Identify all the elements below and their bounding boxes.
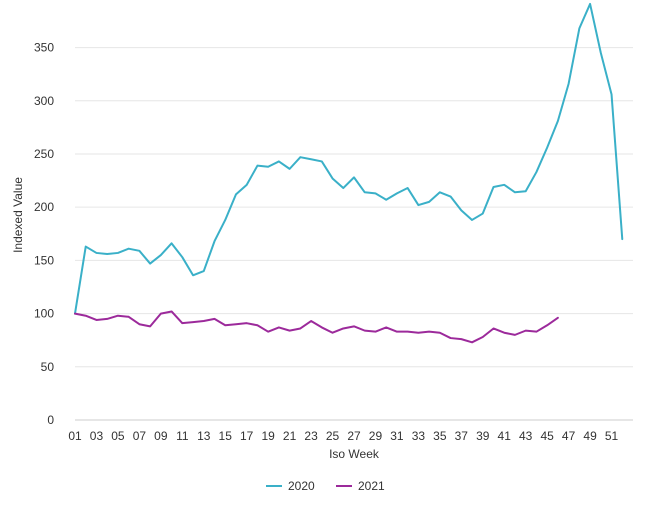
x-tick-label: 31 [390,429,404,443]
gridlines [75,47,633,421]
x-tick-label: 03 [90,429,104,443]
x-tick-label: 23 [304,429,318,443]
y-axis-title: Indexed Value [11,177,25,253]
series-line-2021 [74,310,559,344]
y-tick-label: 200 [34,200,54,214]
x-tick-label: 15 [219,429,233,443]
series-layer [74,2,624,344]
x-axis-ticks: 01 03 05 07 09 11 13 15 17 19 21 23 25 27 29 31 33 35 37 39… [68,429,618,443]
y-axis-ticks: 0 50 100 150 200 250 300 350 [34,41,54,427]
legend-label-2021: 2021 [358,479,385,493]
x-tick-label: 37 [455,429,469,443]
x-tick-label: 51 [605,429,619,443]
x-tick-label: 27 [347,429,361,443]
x-tick-label: 47 [562,429,576,443]
y-tick-label: 100 [34,307,54,321]
x-tick-label: 29 [369,429,383,443]
x-tick-label: 11 [176,429,189,443]
legend-label-2020: 2020 [288,479,315,493]
x-tick-label: 49 [583,429,597,443]
x-tick-label: 21 [283,429,297,443]
x-tick-label: 45 [540,429,554,443]
x-tick-label: 13 [197,429,211,443]
y-tick-label: 300 [34,94,54,108]
y-tick-label: 50 [41,360,55,374]
y-tick-label: 0 [47,413,54,427]
legend: 2020 2021 [266,479,385,493]
y-tick-label: 250 [34,147,54,161]
x-tick-label: 43 [519,429,533,443]
x-tick-label: 07 [133,429,147,443]
x-tick-label: 05 [111,429,125,443]
x-tick-label: 39 [476,429,490,443]
x-axis-title: Iso Week [329,447,380,461]
x-tick-label: 41 [498,429,512,443]
series-line-2020 [74,2,624,315]
x-tick-label: 19 [261,429,275,443]
x-tick-label: 17 [240,429,254,443]
y-tick-label: 150 [34,253,54,267]
x-tick-label: 09 [154,429,168,443]
x-tick-label: 33 [412,429,426,443]
x-tick-label: 35 [433,429,447,443]
x-tick-label: 25 [326,429,340,443]
y-tick-label: 350 [34,41,54,55]
x-tick-label: 01 [68,429,82,443]
